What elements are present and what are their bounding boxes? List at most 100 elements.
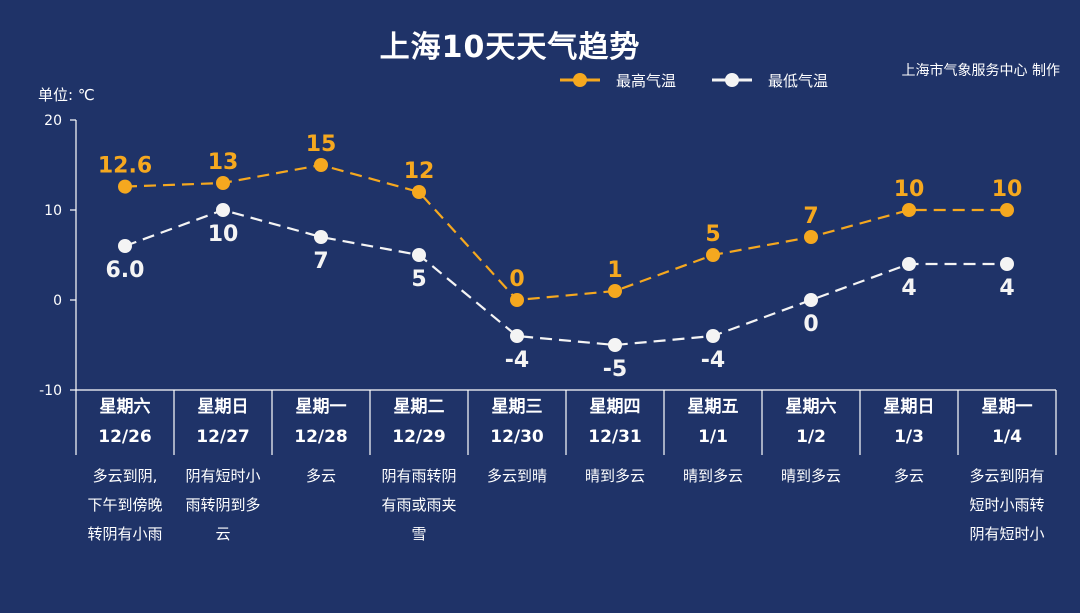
y-tick-label: 20 <box>44 113 62 129</box>
category-cell: 星期六 1/2 <box>762 392 860 452</box>
weekday-label: 星期四 <box>589 397 641 417</box>
y-tick-label: 10 <box>44 203 62 219</box>
data-label: -5 <box>603 357 627 382</box>
y-tick-label: 0 <box>53 293 62 309</box>
weather-description: 多云到阴有短时小雨转阴有短时小 <box>958 462 1056 549</box>
legend-label: 最高气温 <box>616 72 676 90</box>
description-line: 转阴有小雨 <box>87 525 163 543</box>
weather-description: 多云到阴, 下午到傍晚转阴有小雨 <box>76 462 174 549</box>
date-label: 1/4 <box>992 427 1022 447</box>
weather-description: 阴有雨转阴 有雨或雨夹雪 <box>370 462 468 549</box>
data-label: 7 <box>313 249 328 274</box>
weather-description: 晴到多云 <box>762 462 860 491</box>
data-point <box>412 185 426 199</box>
data-point <box>510 293 524 307</box>
data-label: 7 <box>803 204 818 229</box>
description-line: 多云到阴, <box>92 467 158 485</box>
weekday-label: 星期一 <box>981 397 1033 417</box>
weekday-label: 星期日 <box>197 397 249 417</box>
description-line: 阴有雨转阴 <box>381 467 457 485</box>
description-line: 短时小雨转 <box>969 496 1045 514</box>
description-line: 多云 <box>893 467 924 485</box>
weekday-label: 星期一 <box>295 397 347 417</box>
data-point <box>216 203 230 217</box>
unit-label: 单位: ℃ <box>38 86 95 104</box>
data-label: 10 <box>992 177 1023 202</box>
data-point <box>1000 257 1014 271</box>
description-line: 晴到多云 <box>682 467 743 485</box>
description-line: 阴有短时小 <box>185 467 261 485</box>
category-cell: 星期一 12/28 <box>272 392 370 452</box>
data-point <box>412 248 426 262</box>
data-point <box>314 158 328 172</box>
y-tick-label: -10 <box>39 383 62 399</box>
description-line: 云 <box>215 525 231 543</box>
category-cell: 星期六 12/26 <box>76 392 174 452</box>
series-layer <box>118 158 1014 352</box>
data-label: 6.0 <box>106 258 145 283</box>
category-cell: 星期二 12/29 <box>370 392 468 452</box>
category-cell: 星期三 12/30 <box>468 392 566 452</box>
data-point <box>902 257 916 271</box>
date-label: 12/26 <box>98 427 152 447</box>
data-label: 4 <box>901 276 916 301</box>
category-cell: 星期日 12/27 <box>174 392 272 452</box>
date-label: 12/28 <box>294 427 348 447</box>
data-label: 1 <box>607 258 622 283</box>
weather-description: 多云 <box>272 462 370 491</box>
description-line: 多云到晴 <box>486 467 547 485</box>
weather-description: 阴有短时小雨转阴到多云 <box>174 462 272 549</box>
description-line: 雪 <box>411 525 427 543</box>
description-line: 雨转阴到多 <box>185 496 261 514</box>
weekday-label: 星期三 <box>491 397 543 417</box>
data-point <box>706 329 720 343</box>
data-label: 10 <box>894 177 925 202</box>
date-label: 1/1 <box>698 427 728 447</box>
data-label: 12 <box>404 159 435 184</box>
category-cell: 星期五 1/1 <box>664 392 762 452</box>
category-cell: 星期日 1/3 <box>860 392 958 452</box>
date-label: 12/31 <box>588 427 642 447</box>
weekday-label: 星期二 <box>393 397 445 417</box>
description-line: 多云 <box>305 467 336 485</box>
data-label: 0 <box>803 312 818 337</box>
data-point <box>902 203 916 217</box>
data-point <box>118 239 132 253</box>
data-label: 5 <box>705 222 720 247</box>
data-point <box>804 293 818 307</box>
chart-title: 上海10天天气趋势 <box>379 30 641 65</box>
description-line: 晴到多云 <box>584 467 645 485</box>
description-line: 多云到阴有 <box>969 467 1045 485</box>
data-point <box>804 230 818 244</box>
category-cell: 星期一 1/4 <box>958 392 1056 452</box>
category-cell: 星期四 12/31 <box>566 392 664 452</box>
data-point <box>510 329 524 343</box>
weekday-label: 星期六 <box>785 397 837 417</box>
description-line: 下午到傍晚 <box>87 496 163 514</box>
legend-swatch-marker <box>725 73 739 87</box>
data-point <box>608 284 622 298</box>
legend-swatch-marker <box>573 73 587 87</box>
weekday-label: 星期六 <box>99 397 151 417</box>
data-point <box>1000 203 1014 217</box>
description-line: 晴到多云 <box>780 467 841 485</box>
date-label: 12/29 <box>392 427 446 447</box>
data-label: 4 <box>999 276 1014 301</box>
series-line <box>124 163 1007 302</box>
series-line <box>124 208 1007 347</box>
date-label: 1/2 <box>796 427 826 447</box>
data-point <box>706 248 720 262</box>
data-point <box>314 230 328 244</box>
data-label: 15 <box>306 132 337 157</box>
date-label: 1/3 <box>894 427 924 447</box>
date-label: 12/30 <box>490 427 544 447</box>
weather-description: 晴到多云 <box>664 462 762 491</box>
data-label: 0 <box>509 267 524 292</box>
weather-description: 多云到晴 <box>468 462 566 491</box>
data-label: 10 <box>208 222 239 247</box>
data-point <box>216 176 230 190</box>
description-line: 阴有短时小 <box>969 525 1045 543</box>
